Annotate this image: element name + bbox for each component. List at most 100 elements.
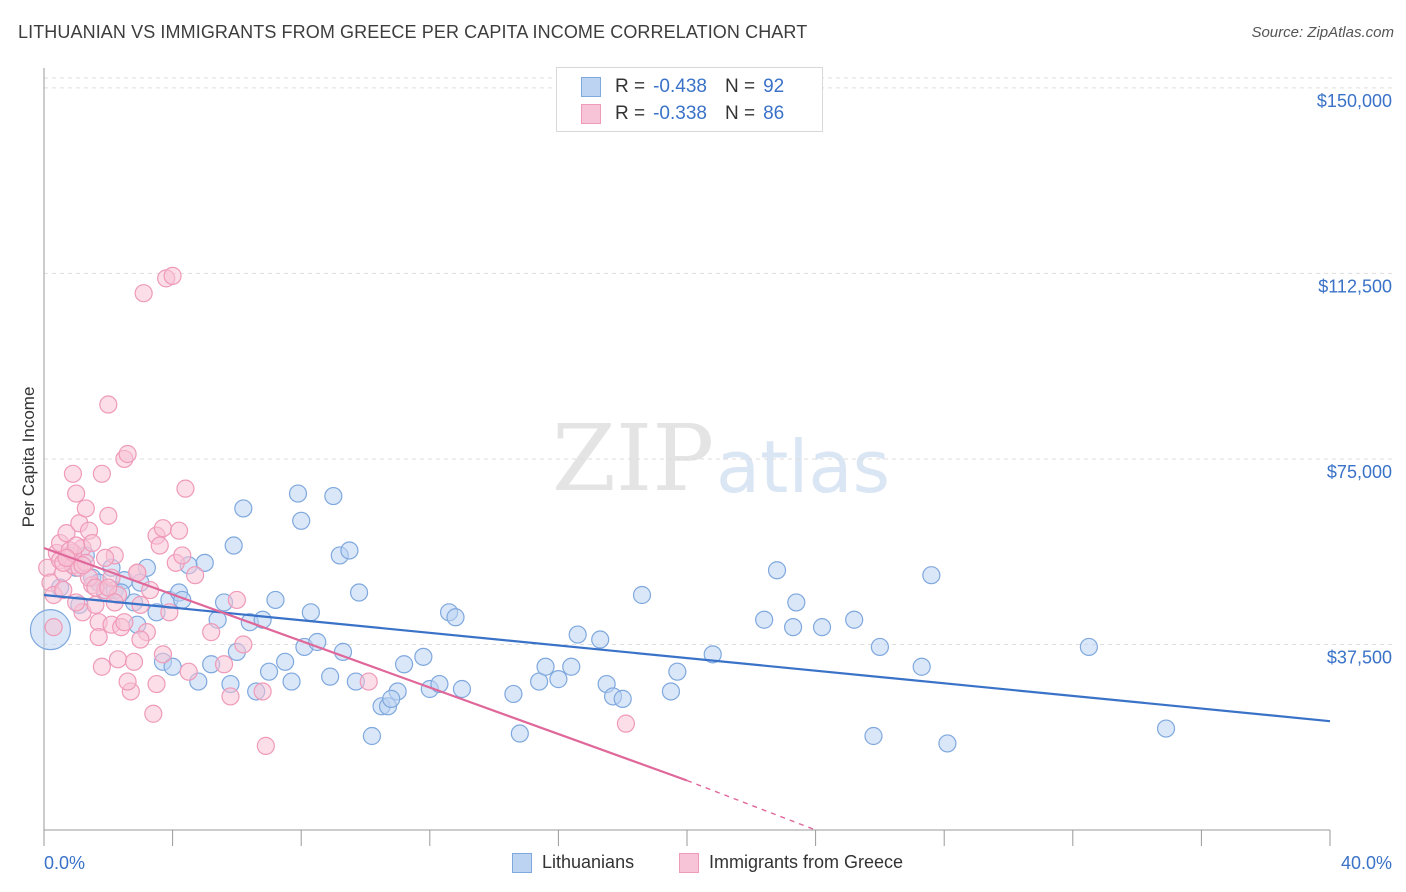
legend-r-value-greece: -0.338 [653, 103, 707, 124]
point-greece [44, 618, 63, 637]
point-lithuanians [568, 625, 587, 644]
point-greece [253, 682, 272, 701]
point-greece [108, 650, 128, 669]
point-lithuanians [301, 603, 320, 622]
point-lithuanians [452, 679, 472, 699]
point-greece [163, 266, 182, 285]
point-greece [95, 548, 115, 567]
point-lithuanians [224, 536, 243, 555]
point-greece [57, 524, 76, 543]
point-lithuanians [536, 657, 555, 676]
legend-item-greece[interactable]: Immigrants from Greece [679, 852, 903, 873]
series-legend: Lithuanians Immigrants from Greece [0, 852, 1406, 876]
point-lithuanians [1079, 637, 1098, 657]
point-lithuanians [288, 484, 308, 503]
point-greece [124, 652, 144, 671]
point-lithuanians [414, 647, 433, 666]
point-greece [179, 662, 198, 681]
y-tick-label: $75,000 [1327, 462, 1392, 482]
legend-n-value-lithuanians: 92 [763, 76, 785, 97]
point-lithuanians [755, 610, 774, 629]
point-greece [131, 630, 150, 649]
point-lithuanians [292, 511, 311, 530]
trend-lines [43, 546, 1331, 831]
legend-row-lithuanians: R = -0.438 N = 92 [581, 75, 784, 99]
point-greece [89, 627, 108, 647]
point-greece [234, 635, 253, 654]
point-greece [76, 499, 95, 518]
point-greece [115, 613, 134, 632]
point-lithuanians [632, 585, 652, 605]
x-tick-label-max: 40.0% [1341, 853, 1392, 873]
series-lithuanians [29, 484, 1176, 753]
point-lithuanians [504, 684, 523, 704]
point-greece [118, 444, 137, 464]
point-greece [616, 714, 636, 733]
point-greece [214, 655, 234, 674]
point-lithuanians [1156, 719, 1176, 738]
legend-n-label: N = [724, 103, 756, 124]
point-greece [54, 580, 73, 600]
legend-swatch-pink [581, 104, 601, 124]
gridlines [44, 77, 1392, 645]
point-lithuanians [446, 608, 465, 627]
point-lithuanians [362, 726, 382, 746]
point-lithuanians [340, 541, 359, 560]
point-lithuanians [591, 630, 610, 649]
point-lithuanians [195, 553, 214, 572]
trend-line-greece-extension [686, 779, 816, 831]
legend-n-value-greece: 86 [763, 103, 785, 124]
legend-row-greece: R = -0.338 N = 86 [581, 102, 784, 126]
point-greece [67, 484, 86, 503]
point-lithuanians [870, 637, 890, 657]
point-greece [92, 657, 111, 676]
point-lithuanians [562, 657, 581, 676]
point-greece [118, 672, 137, 691]
legend-item-lithuanians[interactable]: Lithuanians [512, 852, 634, 873]
legend-r-label: R = [615, 76, 646, 97]
x-tick-label-min: 0.0% [44, 853, 85, 873]
point-lithuanians [394, 655, 414, 674]
trend-line-lithuanians [43, 593, 1331, 723]
point-greece [134, 284, 153, 303]
point-lithuanians [382, 689, 401, 708]
legend-label-greece: Immigrants from Greece [709, 852, 904, 872]
point-greece [186, 566, 205, 585]
point-greece [144, 704, 163, 723]
point-greece [153, 519, 173, 538]
point-greece [83, 533, 102, 553]
point-greece [92, 464, 111, 483]
point-greece [169, 521, 189, 540]
point-lithuanians [282, 672, 301, 691]
point-lithuanians [787, 593, 806, 612]
point-lithuanians [266, 590, 285, 610]
point-greece [147, 674, 166, 694]
point-lithuanians [324, 486, 343, 506]
y-axis-label: Per Capita Income [19, 387, 38, 528]
legend-swatch-blue [512, 852, 532, 873]
point-lithuanians [613, 689, 632, 708]
point-greece [63, 464, 83, 483]
legend-swatch-pink [679, 852, 699, 873]
legend-r-label: R = [615, 103, 646, 124]
point-lithuanians [783, 618, 803, 637]
correlation-legend: R = -0.438 N = 92 R = -0.338 N = 86 [556, 67, 823, 132]
point-lithuanians [321, 667, 340, 686]
point-lithuanians [703, 645, 722, 664]
point-greece [221, 687, 240, 706]
y-tick-label: $37,500 [1327, 647, 1392, 667]
point-greece [153, 645, 173, 664]
point-lithuanians [349, 583, 369, 602]
series-immigrants-from-greece [38, 266, 636, 755]
trend-line-greece [43, 546, 688, 782]
point-greece [227, 590, 246, 610]
axes [43, 68, 1331, 846]
point-lithuanians [661, 682, 681, 701]
source-label: Source: ZipAtlas.com [1251, 24, 1394, 41]
point-greece [173, 546, 192, 565]
point-greece [256, 736, 275, 755]
point-greece [150, 536, 169, 555]
point-lithuanians [845, 610, 864, 629]
point-lithuanians [668, 662, 687, 681]
